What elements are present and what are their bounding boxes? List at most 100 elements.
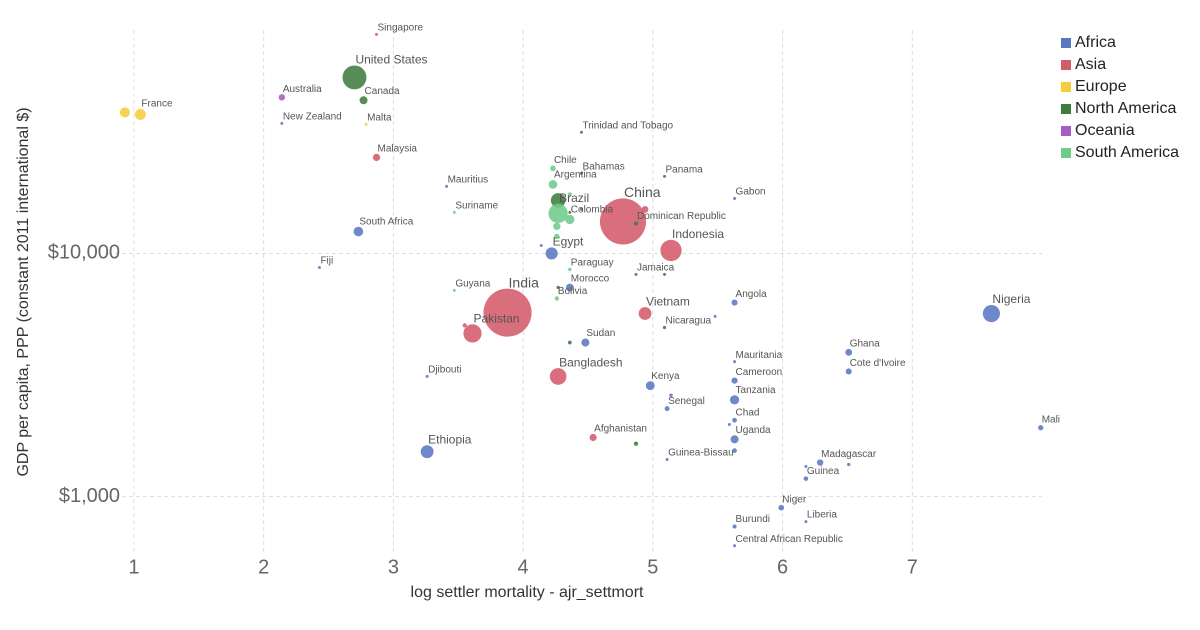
point-label: Guyana (455, 278, 490, 289)
bubble (729, 395, 740, 405)
bubble (565, 283, 574, 292)
bubble (567, 340, 572, 345)
y-axis-label: GDP per capita, PPP (constant 2011 inter… (15, 107, 32, 476)
legend-label: Africa (1075, 34, 1116, 51)
point-label: Pakistan (474, 311, 520, 325)
bubble (579, 171, 583, 175)
legend-swatch (1061, 126, 1071, 136)
bubble (713, 314, 717, 318)
point-label: Ghana (850, 339, 880, 350)
point-label: Chile (554, 155, 577, 166)
bubble (420, 445, 434, 459)
point-label: Indonesia (672, 227, 724, 241)
point-label: Mauritius (448, 174, 489, 185)
point-label: Senegal (668, 396, 705, 407)
bubble (452, 288, 456, 292)
bubble (359, 96, 368, 105)
bubble (483, 288, 532, 337)
bubble (634, 272, 638, 276)
y-tick-label: $1,000 (59, 485, 120, 507)
point-label: Gabon (736, 187, 766, 198)
bubble (665, 458, 669, 462)
legend-swatch (1061, 82, 1071, 92)
point-label: Paraguay (571, 257, 614, 268)
point-label: Niger (782, 495, 807, 506)
point-label: India (509, 274, 540, 290)
point-label: New Zealand (283, 112, 342, 123)
point-label: Afghanistan (594, 424, 647, 435)
point-label: Tanzania (736, 385, 776, 396)
point-label: Guinea-Bissau (668, 448, 734, 459)
bubble (669, 393, 673, 398)
legend-label: South America (1075, 144, 1179, 161)
point-label: Bangladesh (559, 355, 622, 369)
point-label: Morocco (571, 273, 610, 284)
bubble (845, 368, 852, 375)
bubble (119, 107, 130, 118)
point-label: Nigeria (992, 292, 1030, 306)
point-label: Trinidad and Tobago (582, 120, 673, 131)
point-label: Bahamas (582, 162, 624, 173)
point-label: Bolivia (558, 286, 588, 297)
point-label: Kenya (651, 371, 680, 382)
point-label: Colombia (571, 204, 614, 215)
bubble (804, 464, 808, 468)
bubble (278, 94, 286, 101)
point-label: Canada (365, 86, 400, 97)
point-label: Brazil (559, 191, 589, 205)
x-tick-label: 3 (388, 556, 399, 578)
point-label: China (624, 184, 661, 200)
bubble (732, 448, 737, 453)
point-label: Ethiopia (428, 432, 472, 446)
point-label: Cameroon (736, 367, 783, 378)
bubble (280, 121, 284, 125)
bubble (847, 462, 851, 467)
bubble (633, 221, 639, 226)
bubble (845, 348, 853, 356)
x-tick-label: 7 (907, 556, 918, 578)
bubble (567, 192, 572, 197)
bubble (633, 441, 639, 446)
x-tick-label: 4 (518, 556, 529, 578)
bubble (342, 65, 367, 90)
bubble (554, 296, 559, 301)
bubble (816, 459, 824, 466)
bubble (804, 520, 808, 524)
legend-swatch (1061, 104, 1071, 114)
point-label: Vietnam (646, 294, 690, 308)
bubble (732, 417, 737, 423)
point-label: Guinea (807, 466, 840, 477)
bubble (662, 325, 667, 330)
bubble (731, 299, 738, 306)
point-label: United States (355, 53, 427, 67)
legend-label: Asia (1075, 56, 1106, 73)
bubble (545, 247, 558, 260)
bubble (599, 198, 647, 245)
x-axis-label: log settler mortality - ajr_settmort (411, 584, 645, 601)
bubble (548, 203, 568, 224)
point-label: Uganda (736, 425, 771, 436)
bubble (663, 272, 667, 276)
bubble (579, 207, 583, 211)
bubble (445, 184, 449, 188)
point-label: Suriname (455, 201, 498, 212)
bubble (425, 374, 429, 378)
bubble (645, 381, 655, 391)
bubble (638, 307, 652, 320)
legend-label: Europe (1075, 78, 1127, 95)
bubble (372, 153, 381, 162)
bubble (539, 243, 543, 248)
bubble (733, 544, 737, 548)
point-label: France (141, 99, 173, 110)
bubble (549, 368, 567, 385)
bubble (568, 210, 572, 214)
legend-swatch (1061, 148, 1071, 158)
bubble (553, 222, 561, 231)
bubble (134, 108, 146, 120)
point-label: Mauritania (736, 350, 783, 361)
point-label: Liberia (807, 510, 837, 521)
bubble (730, 435, 739, 444)
bubble (581, 338, 590, 347)
bubble (565, 214, 575, 225)
